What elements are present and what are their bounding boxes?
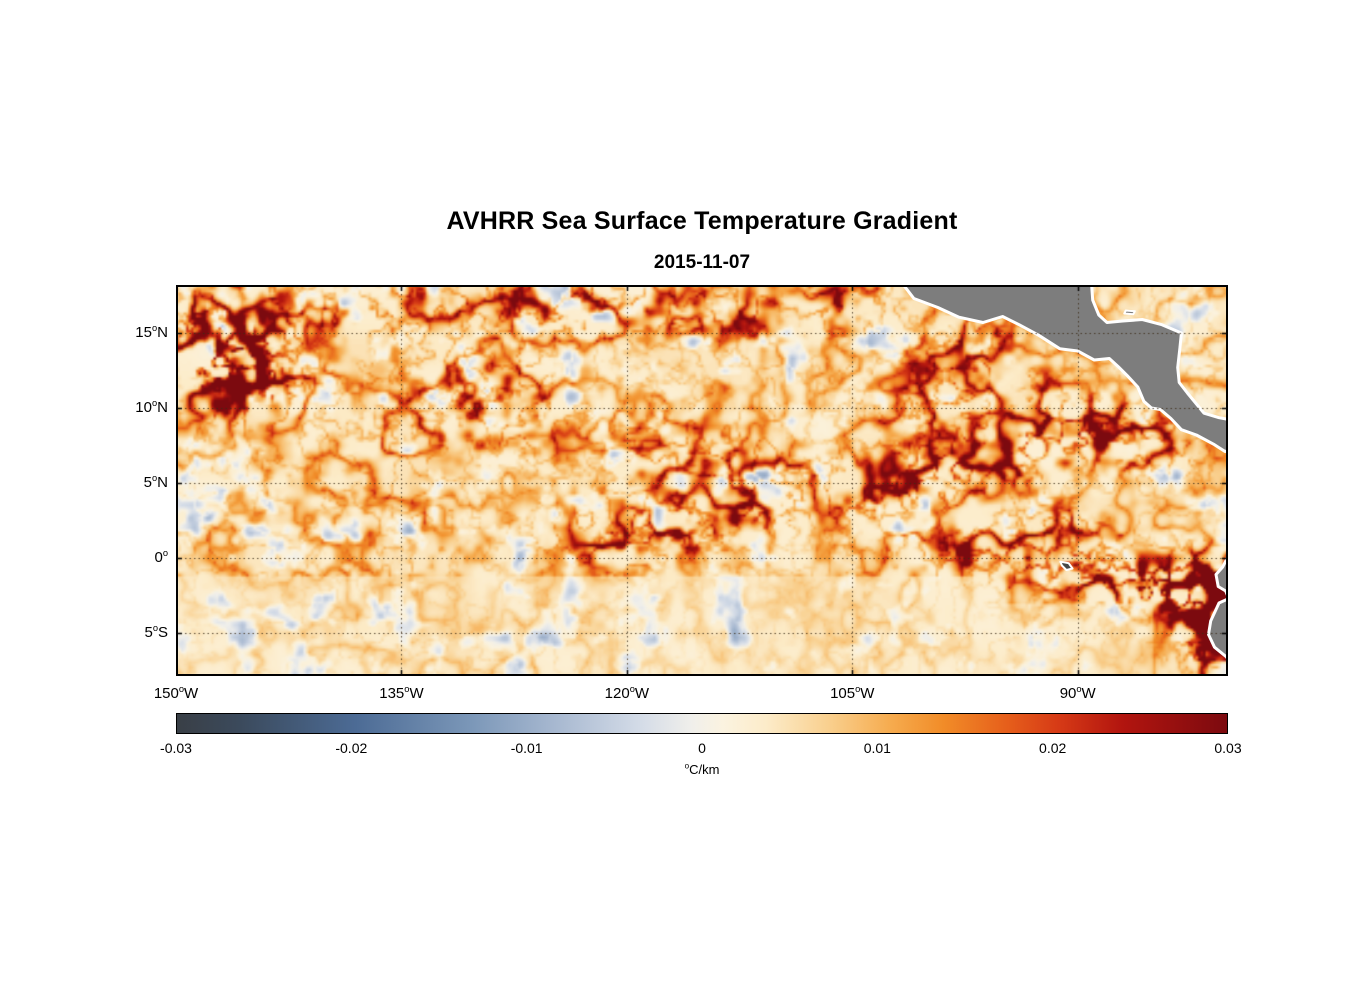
tick-number: 5 [144, 623, 153, 641]
x-tick-label: 105oW [807, 684, 897, 704]
hemisphere-letter: W [409, 685, 424, 702]
degree-sup: o [178, 684, 185, 694]
degree-sup: o [1076, 684, 1082, 694]
chart-subtitle: 2015-11-07 [653, 252, 751, 273]
tick-number: 90 [1059, 685, 1077, 702]
x-tick-label: 90oW [1033, 684, 1123, 704]
tick-number: 0 [154, 548, 163, 566]
colorbar-tick-label: 0.03 [1214, 740, 1242, 756]
hemisphere-letter: N [157, 398, 168, 416]
colorbar-tick-label: 0 [698, 740, 706, 756]
hemisphere-letter: W [860, 685, 875, 702]
y-tick-label: 0o [98, 548, 168, 568]
colorbar-gradient [176, 713, 1228, 734]
colorbar-unit-sup: o [684, 761, 690, 771]
colorbar-tick-label: -0.03 [160, 740, 192, 756]
degree-sup: o [162, 547, 168, 558]
hemisphere-letter: N [157, 473, 168, 491]
grid-lines-overlay [176, 285, 1228, 676]
colorbar-tick-label: -0.02 [335, 740, 368, 756]
colorbar-unit-text: C/km [689, 762, 720, 777]
degree-sup: o [152, 622, 158, 633]
degree-sup: o [151, 322, 158, 333]
plot-frame [176, 285, 1228, 676]
degree-sup: o [629, 684, 635, 694]
colorbar-tick-label: 0.02 [1039, 740, 1067, 756]
y-tick-label: 5oS [98, 623, 168, 643]
tick-number: 10 [135, 398, 152, 416]
tick-number: 15 [135, 323, 152, 341]
tick-number: 135 [379, 685, 405, 702]
x-tick-label: 150oW [131, 684, 221, 704]
tick-number: 120 [604, 685, 630, 702]
tick-number: 105 [830, 685, 856, 702]
colorbar-unit-label: oC/km [176, 762, 1228, 777]
plot-area [176, 285, 1228, 676]
y-tick-label: 10oN [98, 398, 168, 418]
chart-title: AVHRR Sea Surface Temperature Gradient [446, 207, 958, 235]
hemisphere-letter: S [157, 623, 168, 641]
degree-sup: o [151, 397, 158, 408]
hemisphere-letter: W [634, 685, 650, 702]
hemisphere-letter: W [1081, 685, 1096, 702]
degree-sup: o [855, 684, 861, 694]
tick-number: 5 [143, 473, 152, 491]
x-tick-label: 135oW [356, 684, 446, 704]
hemisphere-letter: W [184, 685, 199, 702]
degree-sup: o [404, 684, 410, 694]
hemisphere-letter: N [157, 323, 168, 341]
y-tick-label: 15oN [98, 323, 168, 343]
y-tick-label: 5oN [98, 473, 168, 493]
x-tick-label: 120oW [582, 684, 672, 704]
tick-number: 150 [153, 685, 179, 702]
colorbar-tick-label: 0.01 [863, 740, 891, 756]
colorbar-tick-label: -0.01 [510, 740, 543, 756]
degree-sup: o [151, 472, 158, 483]
